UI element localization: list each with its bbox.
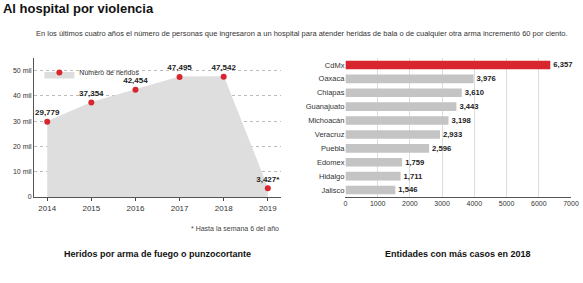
svg-text:2000: 2000 — [402, 200, 418, 207]
svg-text:1,711: 1,711 — [404, 172, 423, 181]
svg-text:En los últimos cuatro años el: En los últimos cuatro años el número de … — [36, 29, 568, 38]
svg-text:Hidalgo: Hidalgo — [319, 172, 344, 181]
svg-text:* Hasta la semana 6 del año: * Hasta la semana 6 del año — [191, 225, 279, 232]
svg-text:10 mil: 10 mil — [13, 168, 32, 175]
svg-text:Guanajuato: Guanajuato — [306, 102, 345, 111]
svg-text:Entidades con más casos en 201: Entidades con más casos en 2018 — [385, 249, 531, 259]
svg-text:47,495: 47,495 — [167, 63, 192, 72]
svg-text:42,454: 42,454 — [123, 76, 148, 85]
svg-text:2,596: 2,596 — [432, 144, 451, 153]
svg-text:6,357: 6,357 — [553, 60, 572, 69]
svg-text:3,976: 3,976 — [477, 74, 496, 83]
svg-text:37,354: 37,354 — [79, 89, 104, 98]
svg-text:Número de heridos: Número de heridos — [79, 69, 139, 76]
svg-text:Al hospital por violencia: Al hospital por violencia — [3, 1, 154, 16]
svg-text:Chiapas: Chiapas — [317, 88, 345, 97]
svg-text:Puebla: Puebla — [321, 144, 345, 153]
svg-text:3000: 3000 — [434, 200, 450, 207]
svg-text:0: 0 — [344, 200, 348, 207]
svg-text:2,933: 2,933 — [443, 130, 462, 139]
svg-text:Jalisco: Jalisco — [322, 186, 345, 195]
svg-text:6000: 6000 — [531, 200, 547, 207]
svg-text:20 mil: 20 mil — [13, 143, 32, 150]
svg-text:2019: 2019 — [259, 204, 277, 213]
svg-text:47,542: 47,542 — [211, 63, 236, 72]
svg-text:1,759: 1,759 — [405, 158, 424, 167]
svg-text:3,427*: 3,427* — [256, 175, 280, 184]
svg-text:2016: 2016 — [127, 204, 145, 213]
svg-text:3,610: 3,610 — [465, 88, 484, 97]
svg-text:40 mil: 40 mil — [13, 92, 32, 99]
svg-text:3,443: 3,443 — [459, 102, 478, 111]
svg-text:Michoacán: Michoacán — [308, 116, 344, 125]
svg-text:1,546: 1,546 — [398, 185, 417, 194]
svg-text:2018: 2018 — [215, 204, 233, 213]
svg-text:2014: 2014 — [38, 204, 56, 213]
svg-text:5000: 5000 — [499, 200, 515, 207]
svg-text:29,779: 29,779 — [35, 108, 60, 117]
svg-text:Edomex: Edomex — [317, 158, 345, 167]
svg-text:0: 0 — [28, 193, 32, 200]
svg-text:2017: 2017 — [171, 204, 189, 213]
svg-text:Oaxaca: Oaxaca — [319, 74, 346, 83]
svg-text:Veracruz: Veracruz — [315, 130, 345, 139]
svg-text:CdMx: CdMx — [325, 61, 345, 70]
svg-text:2015: 2015 — [82, 204, 100, 213]
svg-text:Heridos por arma de fuego o pu: Heridos por arma de fuego o punzocortant… — [64, 249, 251, 259]
svg-text:4000: 4000 — [467, 200, 483, 207]
svg-text:50 mil: 50 mil — [13, 67, 32, 74]
svg-text:1000: 1000 — [370, 200, 386, 207]
svg-text:3,198: 3,198 — [452, 116, 472, 125]
svg-text:30 mil: 30 mil — [13, 118, 32, 125]
svg-text:7000: 7000 — [563, 200, 579, 207]
